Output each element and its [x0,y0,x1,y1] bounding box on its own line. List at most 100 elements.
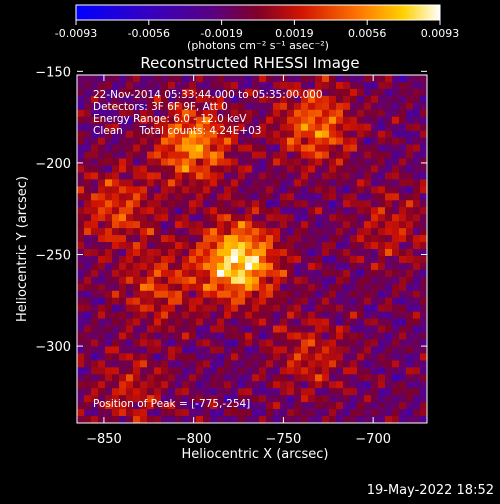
heatmap-cell [189,311,197,319]
heatmap-cell [77,144,85,152]
heatmap-cell [189,228,197,236]
heatmap-cell [399,381,407,389]
heatmap-cell [126,388,134,396]
heatmap-cell [329,409,337,417]
heatmap-cell [301,172,309,180]
heatmap-cell [294,221,302,229]
heatmap-cell [287,116,295,125]
heatmap-cell [294,249,302,257]
heatmap-cell [91,102,99,111]
heatmap-cell [413,318,421,326]
heatmap-cell [105,221,113,229]
heatmap-cell [315,165,323,173]
heatmap-cell [259,81,267,90]
heatmap-cell [357,269,365,278]
heatmap-cell [126,402,134,410]
heatmap-cell [224,116,232,125]
heatmap-cell [196,102,204,111]
heatmap-cell [259,332,267,340]
heatmap-cell [238,381,246,389]
heatmap-cell [161,381,169,389]
heatmap-cell [266,374,274,382]
heatmap-cell [364,144,372,152]
heatmap-cell [105,116,113,125]
heatmap-cell [161,137,169,145]
heatmap-cell [238,367,246,375]
heatmap-cell [308,242,316,250]
heatmap-cell [301,179,309,187]
heatmap-cell [413,388,421,396]
heatmap-cell [231,283,239,292]
heatmap-cell [119,116,127,125]
heatmap-cell [329,116,337,125]
heatmap-cell [315,388,323,396]
heatmap-cell [238,242,246,250]
heatmap-cell [315,304,323,313]
heatmap-cell [378,116,386,125]
heatmap-cell [133,255,141,264]
heatmap-cell [343,409,351,417]
heatmap-cell [182,207,190,215]
heatmap-cell [231,395,239,403]
heatmap-cell [343,367,351,375]
heatmap-cell [98,269,106,278]
heatmap-cell [252,388,260,396]
heatmap-cell [392,200,400,208]
heatmap-cell [399,402,407,410]
colorbar-units: (photons cm⁻² s⁻¹ asec⁻²) [187,39,329,52]
heatmap-cell [399,332,407,340]
heatmap-cell [420,228,427,236]
heatmap-cell [301,123,309,132]
heatmap-cell [140,88,148,97]
heatmap-cell [231,221,239,229]
heatmap-cell [371,249,379,257]
heatmap-cell [294,102,302,111]
heatmap-cell [210,255,218,264]
heatmap-cell [119,367,127,375]
heatmap-cell [182,297,190,306]
heatmap-cell [413,172,421,180]
heatmap-cell [287,249,295,257]
heatmap-cell [231,409,239,417]
heatmap-cell [315,179,323,187]
heatmap-cell [259,318,267,326]
heatmap-cell [322,207,330,215]
heatmap-cell [266,269,274,278]
heatmap-cell [77,207,85,215]
heatmap-cell [266,221,274,229]
heatmap-cell [77,360,85,368]
heatmap-cell [231,116,239,125]
heatmap-cell [217,388,225,396]
heatmap-cell [126,207,134,215]
heatmap-cell [77,151,85,159]
heatmap-cell [294,304,302,313]
heatmap-cell [413,304,421,313]
heatmap-cell [238,179,246,187]
heatmap-cell [189,332,197,340]
heatmap-cell [140,221,148,229]
heatmap-cell [294,297,302,306]
heatmap-cell [140,283,148,292]
heatmap-cell [77,409,85,417]
heatmap-cell [385,276,393,285]
heatmap-cell [245,165,253,173]
heatmap-cell [140,409,148,417]
heatmap-cell [224,374,232,382]
heatmap-cell [91,137,99,145]
heatmap-cell [413,200,421,208]
heatmap-cell [140,353,148,361]
heatmap-cell [385,193,393,201]
heatmap-cell [196,200,204,208]
heatmap-cell [203,75,211,83]
heatmap-cell [315,325,323,333]
heatmap-cell [147,228,155,236]
heatmap-cell [238,214,246,222]
heatmap-cell [84,283,92,292]
heatmap-cell [259,304,267,313]
heatmap-cell [105,318,113,326]
heatmap-cell [343,179,351,187]
heatmap-cell [182,304,190,313]
heatmap-cell [217,81,225,90]
heatmap-cell [273,409,281,417]
heatmap-cell [329,193,337,201]
